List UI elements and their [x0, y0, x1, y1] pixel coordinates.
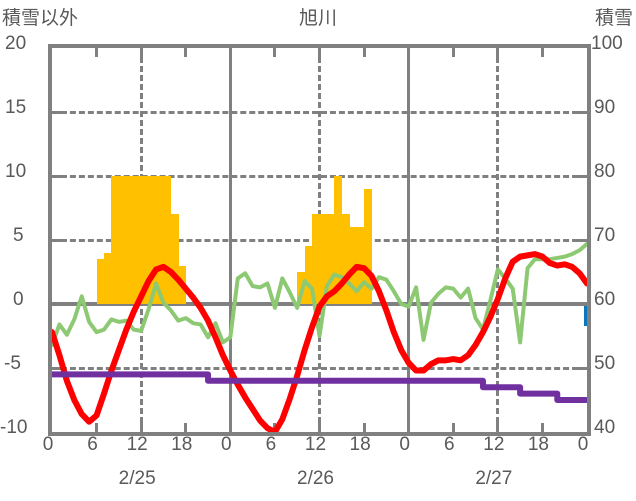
snowdepth-step-line: [52, 371, 587, 403]
left-tick-20: 20: [5, 33, 27, 54]
xtick-top-48: [407, 48, 411, 57]
gridline-day-24: [228, 48, 232, 432]
precip-bar: [349, 227, 358, 304]
xtick-top-36: [318, 48, 321, 57]
x-tick-label-8: 0: [399, 434, 410, 455]
ytick-right--5: [578, 366, 587, 370]
x-tick-label-1: 6: [87, 434, 98, 455]
left-tick-5: 5: [13, 225, 24, 246]
wind-line: [52, 241, 587, 347]
xtick-bot-66: [540, 423, 544, 432]
right-tick-60: 60: [594, 289, 616, 310]
precip-bar: [334, 176, 343, 304]
ytick-right-0: [578, 302, 587, 306]
precip-bar: [319, 214, 328, 304]
x-tick-label-6: 12: [304, 434, 327, 455]
day-label-1: 2/26: [297, 468, 334, 489]
precip-bar: [104, 252, 113, 304]
xtick-bot-36: [318, 423, 321, 432]
right-tick-40: 40: [594, 417, 616, 438]
xtick-top-6: [95, 48, 99, 57]
xtick-bot-6: [95, 423, 99, 432]
plot-inner: [52, 48, 587, 432]
x-tick-label-2: 12: [126, 434, 148, 455]
x-tick-label-7: 18: [349, 434, 371, 455]
ytick-left--5: [52, 366, 61, 370]
left-tick-10: 10: [5, 161, 27, 182]
ytick-right-15: [578, 110, 587, 114]
xtick-bot-54: [451, 423, 455, 432]
chart-title: 旭川: [298, 8, 337, 29]
ytick-left-5: [52, 238, 61, 242]
precip-bar: [156, 176, 165, 304]
precip-bar: [163, 176, 172, 304]
xtick-top-18: [184, 48, 188, 57]
right-tick-90: 90: [594, 97, 616, 118]
left-tick-15: 15: [5, 97, 27, 118]
x-tick-label-11: 18: [527, 434, 549, 455]
ytick-left-15: [52, 110, 61, 114]
left-axis-title: 積雪以外: [2, 8, 79, 29]
xtick-bot-48: [407, 423, 411, 432]
x-tick-label-10: 12: [483, 434, 505, 455]
precip-bar: [126, 176, 135, 304]
xtick-top-66: [540, 48, 544, 57]
xtick-top-42: [362, 48, 366, 57]
left-tick-m10: -10: [0, 417, 28, 438]
left-tick-0: 0: [13, 289, 24, 310]
precip-bar: [118, 176, 127, 304]
ytick-right-5: [578, 238, 587, 242]
x-tick-label-4: 0: [221, 434, 232, 455]
x-tick-label-9: 6: [443, 434, 455, 455]
xtick-bot-42: [362, 423, 366, 432]
precip-bar: [133, 176, 142, 304]
xtick-top-54: [451, 48, 455, 57]
right-tick-80: 80: [594, 161, 616, 182]
gridline-day-48: [407, 48, 411, 432]
ytick-left-10: [52, 174, 61, 178]
xtick-bot-18: [184, 423, 188, 432]
precip-bar: [304, 246, 313, 304]
xtick-top-60: [496, 48, 500, 57]
x-tick-label-5: 6: [265, 434, 277, 455]
xtick-top-12: [139, 48, 143, 57]
day-label-2: 2/27: [475, 468, 513, 489]
precip-bar: [341, 214, 350, 304]
precip-bar: [141, 176, 150, 304]
ytick-left-0: [52, 302, 61, 306]
gridline-hour-60: [496, 48, 500, 432]
temperature-line: [52, 251, 587, 432]
right-tick-50: 50: [594, 353, 616, 374]
x-tick-label-12: 0: [577, 434, 589, 455]
precip-bar: [111, 176, 120, 304]
precip-bar: [312, 214, 321, 304]
xtick-bot-60: [496, 423, 500, 432]
x-tick-label-3: 18: [171, 434, 193, 455]
precip-bar: [364, 188, 373, 304]
xtick-bot-12: [139, 423, 143, 432]
plot-area: [48, 44, 591, 436]
ytick-right-10: [578, 174, 587, 178]
series-lines: [52, 241, 587, 432]
right-tick-70: 70: [594, 225, 616, 246]
xtick-top-24: [228, 48, 232, 57]
day-label-0: 2/25: [118, 468, 156, 489]
right-tick-100: 100: [591, 33, 623, 54]
right-axis-title: 積雪: [594, 8, 633, 29]
left-tick-m5: -5: [4, 353, 21, 374]
xtick-top-30: [273, 48, 277, 57]
precip-bar: [148, 176, 157, 304]
precip-bar: [326, 214, 335, 304]
xtick-bot-24: [228, 423, 232, 432]
precip-bar: [170, 214, 179, 304]
current-value-marker: [583, 306, 587, 327]
precip-bar: [96, 259, 105, 304]
x-tick-label-0: 0: [42, 434, 54, 455]
